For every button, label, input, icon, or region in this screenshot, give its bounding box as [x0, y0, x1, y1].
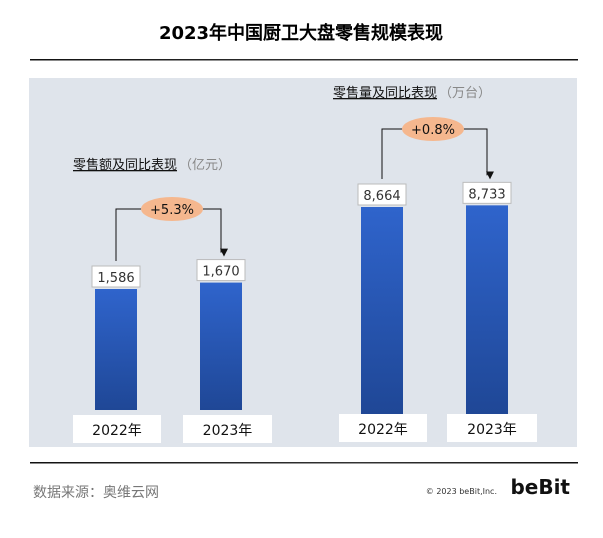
chart-subtitle: 零售额及同比表现: [73, 157, 177, 173]
growth-label: +0.8%: [411, 123, 455, 138]
bar-2022年: [95, 289, 137, 410]
bar-2023年: [200, 282, 242, 410]
chart-unit: （亿元）: [179, 158, 231, 173]
value-label: 8,733: [468, 187, 505, 202]
chart-subtitle: 零售量及同比表现: [333, 85, 437, 101]
value-label-box: [357, 183, 407, 206]
category-label: 2023年: [467, 422, 517, 438]
chart-unit: （万台）: [439, 86, 491, 101]
year-label-box: [183, 415, 272, 443]
growth-badge: [141, 197, 203, 221]
value-label: 8,664: [363, 189, 400, 204]
value-label-box: [91, 265, 141, 288]
bar-2023年: [466, 205, 508, 414]
category-label: 2022年: [358, 422, 408, 438]
copyright-text: © 2023 beBit,Inc.: [426, 487, 497, 496]
year-label-box: [339, 414, 427, 442]
growth-label: +5.3%: [150, 203, 194, 218]
bar-2022年: [361, 207, 403, 414]
bottom-divider: [30, 462, 578, 464]
year-label-box: [447, 414, 537, 442]
source-text: 数据来源：奥维云网: [33, 484, 159, 501]
category-label: 2023年: [203, 423, 253, 439]
growth-badge: [402, 117, 464, 141]
chart-title: 2023年中国厨卫大盘零售规模表现: [159, 22, 443, 44]
bebit-logo: beBit: [510, 475, 570, 499]
value-label: 1,670: [202, 265, 239, 280]
category-label: 2022年: [92, 423, 142, 439]
value-label-box: [462, 181, 512, 204]
year-label-box: [73, 415, 161, 443]
value-label-box: [196, 259, 246, 282]
value-label: 1,586: [97, 271, 134, 286]
top-divider: [30, 59, 578, 61]
